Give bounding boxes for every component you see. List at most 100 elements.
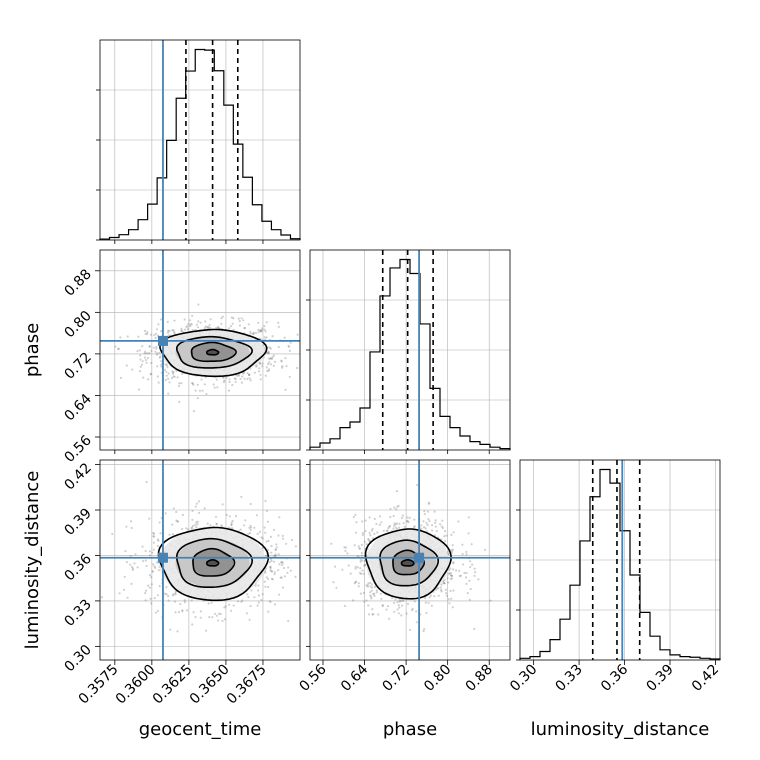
sample-point	[206, 522, 209, 525]
truth-marker	[157, 335, 168, 346]
sample-point	[150, 602, 153, 605]
sample-point	[175, 369, 178, 372]
sample-point	[388, 617, 391, 620]
sample-point	[221, 619, 224, 623]
x-axis-label: luminosity_distance	[531, 719, 710, 740]
sample-point	[260, 536, 263, 539]
sample-point	[452, 568, 455, 571]
sample-point	[409, 628, 412, 632]
sample-point	[137, 335, 140, 338]
sample-point	[269, 569, 272, 572]
sample-point	[435, 529, 438, 533]
sample-point	[159, 532, 162, 535]
sample-point	[389, 507, 392, 511]
sample-point	[168, 381, 171, 384]
sample-point	[139, 354, 142, 357]
sample-point	[358, 571, 362, 575]
sample-point	[406, 602, 410, 606]
sample-point	[240, 600, 243, 603]
sample-point	[355, 521, 358, 524]
sample-point	[366, 584, 369, 587]
sample-point	[396, 608, 399, 611]
sample-point	[176, 630, 179, 633]
sample-point	[228, 327, 231, 330]
sample-point	[452, 561, 455, 564]
sample-point	[343, 604, 347, 608]
sample-point	[400, 614, 403, 617]
sample-point	[185, 325, 188, 328]
sample-point	[243, 377, 246, 380]
sample-point	[271, 357, 274, 360]
sample-point	[183, 601, 186, 604]
sample-point	[420, 524, 423, 527]
sample-point	[368, 516, 371, 519]
sample-point	[192, 524, 195, 528]
sample-point	[361, 531, 365, 535]
sample-point	[274, 548, 277, 551]
sample-point	[237, 317, 240, 320]
sample-point	[228, 603, 231, 606]
sample-point	[198, 511, 201, 514]
sample-point	[287, 619, 290, 623]
sample-point	[281, 534, 284, 538]
sample-point	[260, 330, 263, 333]
x-tick-label: 0.64	[338, 661, 371, 694]
sample-point	[369, 534, 372, 537]
sample-point	[395, 490, 398, 493]
sample-point	[151, 570, 154, 573]
sample-point	[375, 589, 378, 592]
sample-point	[146, 331, 149, 334]
sample-point	[354, 513, 357, 517]
sample-point	[208, 323, 211, 327]
sample-point	[427, 601, 430, 604]
sample-point	[185, 609, 189, 612]
sample-point	[194, 523, 197, 527]
sample-point	[258, 370, 261, 373]
sample-point	[220, 317, 223, 320]
sample-point	[396, 505, 399, 508]
y-tick-label: 0.39	[61, 506, 94, 539]
sample-point	[243, 524, 246, 527]
truth-marker	[414, 552, 425, 563]
sample-point	[359, 558, 362, 562]
sample-point	[166, 366, 169, 369]
sample-point	[335, 586, 338, 589]
sample-point	[473, 574, 476, 578]
sample-point	[130, 526, 133, 530]
sample-point	[440, 525, 443, 528]
sample-point	[190, 599, 193, 602]
sample-point	[433, 595, 436, 598]
sample-point	[167, 329, 170, 332]
sample-point	[192, 611, 195, 614]
sample-point	[155, 347, 158, 350]
sample-point	[178, 384, 181, 388]
sample-point	[176, 376, 179, 379]
sample-point	[230, 609, 233, 612]
sample-point	[261, 365, 264, 368]
sample-point	[422, 630, 425, 633]
sample-point	[191, 382, 194, 385]
sample-point	[216, 386, 219, 389]
sample-point	[268, 361, 271, 364]
sample-point	[158, 351, 161, 354]
sample-point	[241, 599, 244, 602]
sample-point	[143, 352, 146, 355]
sample-point	[469, 560, 472, 563]
sample-point	[224, 605, 227, 608]
sample-point	[166, 331, 169, 334]
sample-point	[207, 602, 210, 605]
sample-point	[373, 517, 376, 521]
sample-point	[240, 495, 243, 498]
sample-point	[160, 330, 163, 333]
sample-point	[232, 328, 235, 331]
sample-point	[269, 347, 272, 350]
sample-point	[424, 597, 427, 600]
sample-point	[183, 599, 186, 602]
sample-point	[203, 327, 206, 330]
x-tick-label: 0.3625	[150, 662, 196, 708]
sample-point	[443, 582, 446, 585]
sample-point	[148, 574, 151, 577]
sample-point	[176, 520, 179, 523]
sample-point	[410, 609, 414, 612]
sample-point	[119, 336, 122, 339]
